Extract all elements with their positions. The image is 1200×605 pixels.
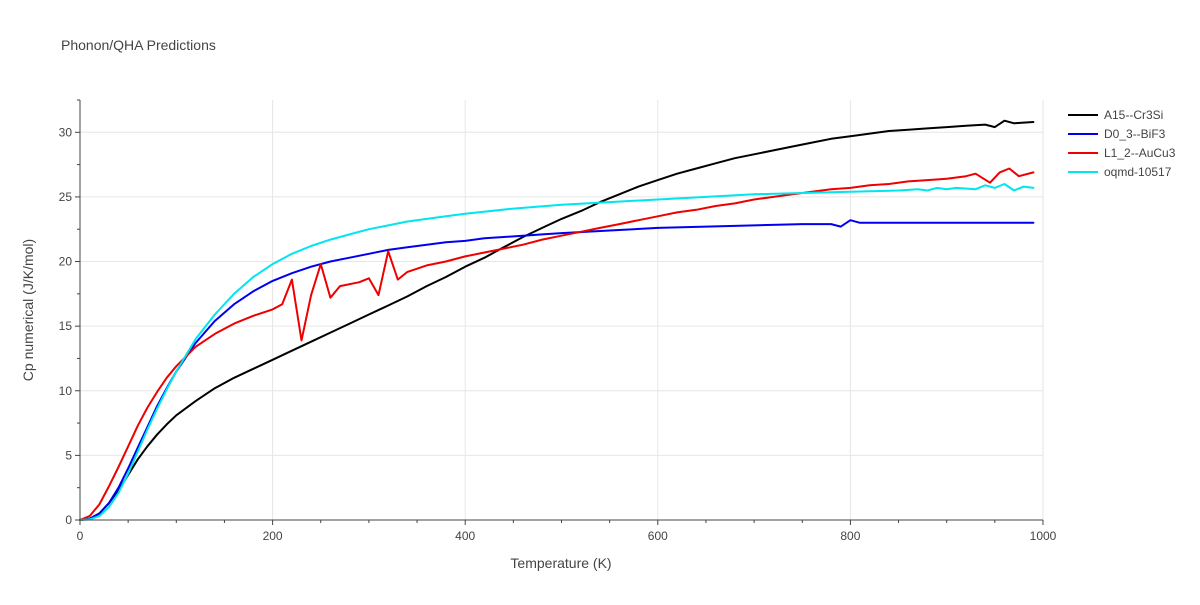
- legend-label: oqmd-10517: [1104, 165, 1172, 179]
- grid: [80, 100, 1044, 520]
- y-tick-label: 10: [59, 384, 73, 398]
- x-axis-title: Temperature (K): [510, 555, 611, 571]
- y-tick-label: 25: [59, 190, 73, 204]
- y-tick-label: 15: [59, 319, 73, 333]
- legend-label: A15--Cr3Si: [1104, 108, 1163, 122]
- series-line-2: [79, 219, 1035, 521]
- x-tick-label: 400: [455, 529, 475, 543]
- y-axis-title: Cp numerical (J/K/mol): [20, 239, 36, 381]
- series-line-4: [79, 183, 1035, 521]
- legend-item[interactable]: oqmd-10517: [1068, 165, 1172, 179]
- y-tick-label: 20: [59, 255, 73, 269]
- legend-label: D0_3--BiF3: [1104, 127, 1166, 141]
- legend-label: L1_2--AuCu3: [1104, 146, 1176, 160]
- y-tick-label: 0: [65, 513, 72, 527]
- y-tick-label: 5: [65, 448, 72, 462]
- axes: 0 200 400 600 800 1000 0 5 10 15 20 25 30: [59, 99, 1057, 543]
- series-lines: [79, 119, 1035, 521]
- series-line-1: [79, 119, 1035, 521]
- x-tick-label: 1000: [1030, 529, 1057, 543]
- legend-item[interactable]: L1_2--AuCu3: [1068, 146, 1176, 160]
- legend-item[interactable]: A15--Cr3Si: [1068, 108, 1163, 122]
- x-tick-label: 600: [648, 529, 668, 543]
- legend[interactable]: A15--Cr3Si D0_3--BiF3 L1_2--AuCu3 oqmd-1051…: [1068, 108, 1176, 179]
- x-tick-label: 200: [263, 529, 283, 543]
- x-tick-label: 0: [77, 529, 84, 543]
- chart-title: Phonon/QHA Predictions: [61, 37, 216, 53]
- x-tick-label: 800: [840, 529, 860, 543]
- legend-item[interactable]: D0_3--BiF3: [1068, 127, 1166, 141]
- y-tick-label: 30: [59, 125, 73, 139]
